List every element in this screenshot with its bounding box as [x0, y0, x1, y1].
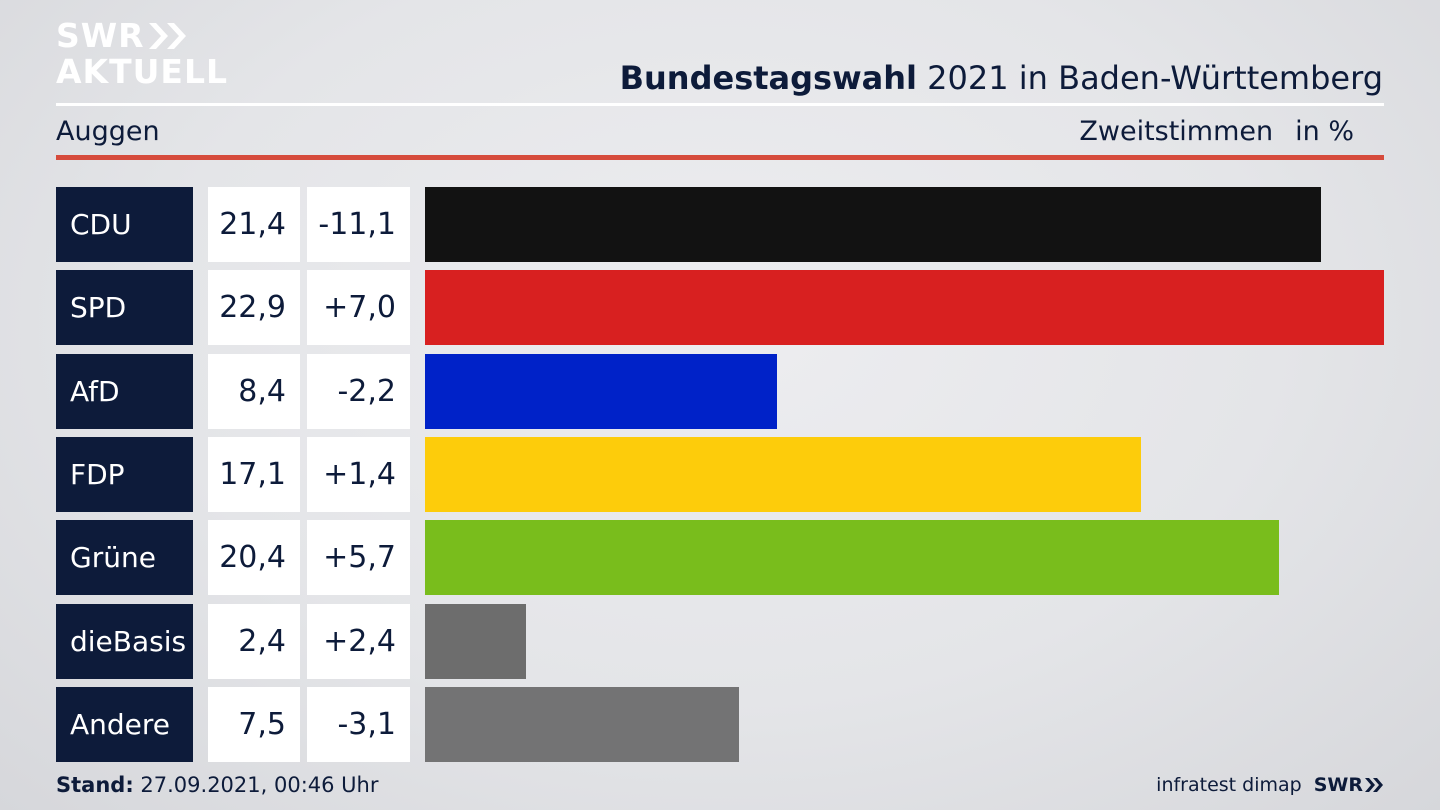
value-label: 22,9: [208, 270, 300, 345]
change-label: +2,4: [307, 604, 410, 679]
swr-small-logo: SWR: [1313, 774, 1363, 796]
title-rest: 2021 in Baden-Württemberg: [916, 59, 1383, 97]
result-bar: [425, 354, 777, 429]
metric-label: Zweitstimmen in %: [1079, 114, 1354, 150]
change-label: -2,2: [307, 354, 410, 429]
logo-line-aktuell: AKTUELL: [56, 52, 229, 91]
chevron-right-icon: [148, 23, 186, 49]
party-label: dieBasis: [56, 604, 193, 679]
footer-credits: infratest dimap SWR: [1156, 771, 1384, 799]
party-label: Grüne: [56, 520, 193, 595]
change-label: -3,1: [307, 687, 410, 762]
chevron-right-icon: [1365, 778, 1383, 792]
timestamp: Stand: 27.09.2021, 00:46 Uhr: [56, 771, 379, 799]
party-label: CDU: [56, 187, 193, 262]
title-bold: Bundestagswahl: [619, 59, 917, 97]
logo-line-swr: SWR: [56, 16, 145, 55]
stand-label: Stand:: [56, 773, 134, 797]
result-bar: [425, 437, 1141, 512]
location-label: Auggen: [56, 116, 160, 147]
change-label: -11,1: [307, 187, 410, 262]
party-label: Andere: [56, 687, 193, 762]
value-label: 8,4: [208, 354, 300, 429]
value-label: 21,4: [208, 187, 300, 262]
result-row: CDU 21,4 -11,1: [56, 187, 1384, 262]
change-label: +5,7: [307, 520, 410, 595]
result-bar: [425, 520, 1279, 595]
source-label: infratest dimap: [1156, 774, 1302, 796]
chart-title: Bundestagswahl 2021 in Baden-Württemberg: [620, 58, 1383, 98]
result-row: AfD 8,4 -2,2: [56, 354, 1384, 429]
change-label: +1,4: [307, 437, 410, 512]
result-row: Andere 7,5 -3,1: [56, 687, 1384, 762]
value-label: 17,1: [208, 437, 300, 512]
result-bar: [425, 687, 739, 762]
header-divider: [56, 103, 1384, 106]
result-row: FDP 17,1 +1,4: [56, 437, 1384, 512]
value-label: 7,5: [208, 687, 300, 762]
party-label: FDP: [56, 437, 193, 512]
change-label: +7,0: [307, 270, 410, 345]
value-label: 20,4: [208, 520, 300, 595]
value-label: 2,4: [208, 604, 300, 679]
party-label: SPD: [56, 270, 193, 345]
result-bar: [425, 604, 526, 679]
metric-name: Zweitstimmen: [1079, 116, 1274, 147]
party-label: AfD: [56, 354, 193, 429]
accent-divider: [56, 155, 1384, 160]
result-bar: [425, 187, 1321, 262]
result-row: dieBasis 2,4 +2,4: [56, 604, 1384, 679]
unit-label: in %: [1295, 116, 1354, 147]
result-row: SPD 22,9 +7,0: [56, 270, 1384, 345]
swr-aktuell-logo: SWR AKTUELL: [56, 18, 228, 90]
result-bar: [425, 270, 1384, 345]
result-row: Grüne 20,4 +5,7: [56, 520, 1384, 595]
stand-value: 27.09.2021, 00:46 Uhr: [133, 773, 379, 797]
